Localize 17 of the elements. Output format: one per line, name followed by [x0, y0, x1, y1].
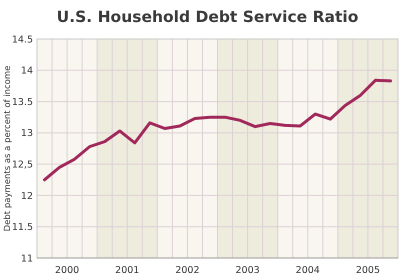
x-tick-label: 2000	[54, 265, 80, 276]
line-series	[43, 78, 392, 182]
y-tick-label: 13.5	[12, 96, 33, 108]
y-tick-label: 13	[20, 128, 33, 140]
y-tick-label: 14	[20, 66, 33, 77]
y-tick-label: 12	[20, 190, 33, 202]
x-tick-label: 2001	[115, 265, 140, 276]
x-tick-label: 2003	[235, 265, 260, 276]
x-tick-label: 2004	[296, 265, 320, 276]
x-tick-label: 2002	[175, 265, 200, 276]
y-tick-label: 14.5	[12, 34, 33, 46]
y-tick-label: 12,5	[12, 159, 33, 170]
y-tick-label: 11	[20, 253, 33, 264]
y-tick-label: 11.5	[12, 222, 33, 234]
y-axis-title: Debt payments as a percent of income	[3, 66, 13, 232]
chart-title: U.S. Household Debt Service Ratio	[56, 8, 358, 26]
x-tick-label: 2005	[356, 265, 380, 276]
